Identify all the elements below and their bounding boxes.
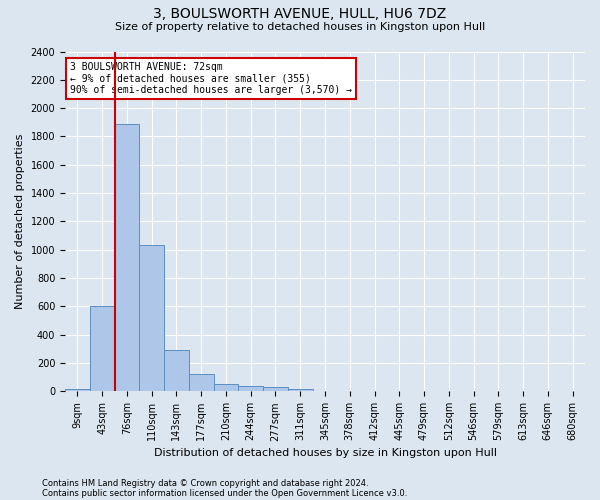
Bar (288, 388, 313, 392)
Text: 3, BOULSWORTH AVENUE, HULL, HU6 7DZ: 3, BOULSWORTH AVENUE, HULL, HU6 7DZ (154, 8, 446, 22)
Text: 3 BOULSWORTH AVENUE: 72sqm
← 9% of detached houses are smaller (355)
90% of semi: 3 BOULSWORTH AVENUE: 72sqm ← 9% of detac… (70, 62, 352, 95)
Bar (139, 246, 164, 392)
Bar (65, 388, 90, 392)
Bar (214, 384, 238, 392)
Bar (263, 387, 288, 392)
Bar (90, 306, 115, 392)
Text: Contains public sector information licensed under the Open Government Licence v3: Contains public sector information licen… (42, 488, 407, 498)
Bar (238, 386, 263, 392)
Bar (164, 350, 189, 392)
Bar (189, 374, 214, 392)
Text: Contains HM Land Registry data © Crown copyright and database right 2024.: Contains HM Land Registry data © Crown c… (42, 478, 368, 488)
Y-axis label: Number of detached properties: Number of detached properties (15, 134, 25, 309)
X-axis label: Distribution of detached houses by size in Kingston upon Hull: Distribution of detached houses by size … (154, 448, 497, 458)
Bar (115, 124, 139, 392)
Text: Size of property relative to detached houses in Kingston upon Hull: Size of property relative to detached ho… (115, 22, 485, 32)
